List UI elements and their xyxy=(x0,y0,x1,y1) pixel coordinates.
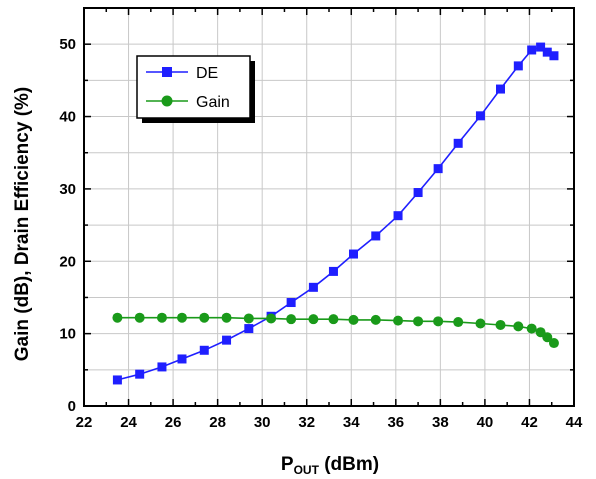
y-tick-label: 0 xyxy=(68,398,76,415)
data-point-de xyxy=(199,345,209,355)
x-tick-label: 36 xyxy=(387,414,404,431)
x-axis-title-unit: (dBm) xyxy=(319,454,379,475)
data-point-gain xyxy=(348,314,359,325)
data-point-gain xyxy=(134,312,145,323)
x-axis-title-subscript: OUT xyxy=(294,463,320,477)
data-point-gain xyxy=(548,338,559,349)
data-point-gain xyxy=(542,332,553,343)
data-point-de xyxy=(177,354,187,364)
x-tick-label: 22 xyxy=(76,414,93,431)
data-point-gain xyxy=(433,316,444,327)
data-point-gain xyxy=(475,318,486,329)
data-point-de xyxy=(496,84,505,94)
data-point-de xyxy=(513,61,523,71)
series-gain xyxy=(112,312,559,349)
data-point-de xyxy=(549,51,559,61)
legend-marker-gain xyxy=(161,95,173,107)
data-point-de xyxy=(135,369,145,379)
data-point-de xyxy=(475,111,485,121)
data-point-de xyxy=(286,298,296,308)
legend-box xyxy=(136,55,251,119)
x-tick-label: 30 xyxy=(254,414,271,431)
x-axis-title: POUT (dBm) xyxy=(281,454,379,477)
data-point-gain xyxy=(370,314,381,325)
data-point-gain xyxy=(286,314,297,325)
y-tick-label: 50 xyxy=(59,36,76,53)
x-tick-label: 38 xyxy=(432,414,449,431)
x-tick-label: 24 xyxy=(120,414,137,431)
data-point-de xyxy=(328,266,338,276)
data-point-de xyxy=(393,211,403,221)
data-point-gain xyxy=(112,312,123,323)
data-point-de xyxy=(222,335,232,345)
x-tick-label: 26 xyxy=(165,414,182,431)
y-tick-label: 40 xyxy=(59,109,76,126)
data-point-de xyxy=(112,375,122,385)
x-tick-label: 40 xyxy=(477,414,494,431)
data-point-gain xyxy=(221,312,232,323)
y-tick-label: 10 xyxy=(59,326,76,343)
x-tick-label: 44 xyxy=(566,414,583,431)
data-point-gain xyxy=(495,319,506,330)
legend-label-de: DE xyxy=(196,65,218,82)
y-axis-title: Gain (dB), Drain Efficiency (%) xyxy=(12,87,33,361)
data-point-de xyxy=(536,42,546,52)
data-point-de xyxy=(433,164,443,174)
x-tick-label: 32 xyxy=(298,414,315,431)
data-point-de xyxy=(542,47,552,57)
data-point-gain xyxy=(453,317,464,328)
data-point-gain xyxy=(513,321,524,332)
x-axis-title-main: P xyxy=(281,454,294,475)
ticks xyxy=(83,7,575,407)
data-point-gain xyxy=(266,313,277,324)
data-point-gain xyxy=(393,315,404,326)
data-point-gain xyxy=(156,312,167,323)
data-point-de xyxy=(413,188,423,198)
data-point-gain xyxy=(413,316,424,327)
data-point-gain xyxy=(177,312,187,323)
data-point-de xyxy=(453,138,463,148)
legend-marker-de xyxy=(162,67,172,77)
legend-label-gain: Gain xyxy=(196,94,230,111)
data-point-de xyxy=(308,282,318,292)
y-tick-label: 30 xyxy=(59,181,76,198)
legend: DE Gain xyxy=(136,55,255,123)
tick-labels: 22 24 26 28 30 32 34 36 38 40 42 44 0 10 20 30 40 50 xyxy=(59,36,583,431)
data-point-de xyxy=(371,231,381,241)
data-point-gain xyxy=(243,313,254,324)
data-point-gain xyxy=(199,312,210,323)
data-point-gain xyxy=(526,323,537,334)
data-point-gain xyxy=(328,314,339,325)
data-point-de xyxy=(157,362,167,372)
series-de xyxy=(112,42,559,385)
data-point-de xyxy=(244,324,254,334)
x-tick-label: 34 xyxy=(343,414,360,431)
series-layer xyxy=(112,42,559,385)
data-point-de xyxy=(349,249,358,259)
x-tick-label: 42 xyxy=(521,414,538,431)
x-tick-label: 28 xyxy=(209,414,226,431)
data-point-de xyxy=(527,45,537,55)
y-tick-label: 20 xyxy=(59,253,76,270)
data-point-gain xyxy=(308,314,319,325)
